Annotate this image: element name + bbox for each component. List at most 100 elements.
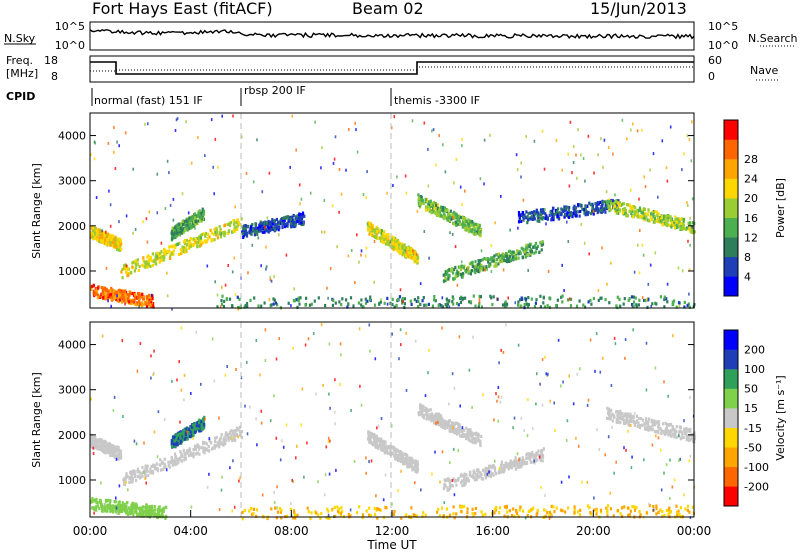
power-cell-2-240 (139, 294, 142, 298)
velocity-cell-2-214 (145, 513, 148, 517)
power-cell-4-240 (301, 215, 304, 219)
power-cell-4-225 (281, 221, 284, 226)
power-cell-1-44 (178, 241, 181, 245)
velocity-cell-1-229 (172, 459, 175, 463)
power-cell-8-178 (558, 211, 561, 215)
power-speck-164 (691, 197, 694, 201)
power-cell-2-137 (122, 294, 125, 298)
power-speck-242 (686, 134, 689, 138)
velocity-cell-1-205 (209, 441, 213, 445)
power-cell-0-154 (98, 232, 101, 236)
power-speck-314 (194, 226, 196, 230)
power-ytick-label-1: 2000 (58, 220, 86, 233)
velocity-cell-2-233 (99, 500, 102, 504)
power-speck-43 (575, 153, 577, 157)
power-cell-5-202 (373, 231, 376, 235)
velocity-cell-3-194 (196, 421, 199, 425)
power-cell-4-141 (270, 225, 273, 230)
power-cell-9-172 (673, 222, 676, 226)
power-cell-8-76 (542, 211, 545, 215)
velocity-cell-4-211 (404, 453, 407, 457)
power-cell-1-80 (201, 241, 204, 245)
velocity-cell-1-244 (140, 472, 143, 476)
power-speck-134 (527, 269, 529, 272)
power-cell-0-232 (92, 232, 95, 236)
power-speck-211 (633, 270, 636, 274)
velocity-cell-2-132 (153, 505, 156, 509)
power-cell-6-175 (466, 223, 469, 227)
power-cell-6-131 (455, 223, 458, 227)
power-cell-6-251 (463, 218, 466, 222)
power-cell-9-198 (612, 202, 615, 206)
power-speck-216 (354, 281, 356, 285)
power-cell-8-225 (574, 210, 577, 214)
power-cell-10-51 (539, 294, 542, 298)
power-cell-9-257 (625, 214, 628, 218)
power-cell-6-233 (438, 208, 441, 212)
power-cell-4-248 (299, 218, 302, 222)
power-cell-8-196 (579, 203, 582, 207)
velocity-cell-6-104 (500, 466, 503, 470)
velocity-cell-4-229 (385, 449, 389, 453)
power-cell-9-174 (628, 209, 631, 213)
power-cell-2-4 (116, 299, 119, 303)
power-cell-6-146 (473, 222, 476, 226)
power-cell-10-181 (637, 303, 640, 307)
velocity-cell-0-239 (119, 456, 122, 460)
velocity-cell-3-193 (172, 442, 175, 446)
velocity-cell-1-87 (211, 447, 214, 451)
power-cell-7-183 (511, 250, 514, 254)
power-cell-10-214 (299, 296, 302, 300)
velocity-cell-1-214 (205, 448, 208, 452)
power-cell-9-85 (638, 208, 642, 212)
power-cell-4-184 (283, 225, 286, 229)
power-speck-160 (247, 271, 249, 275)
power-speck-88 (441, 296, 444, 300)
power-speck-156 (118, 220, 120, 224)
power-cell-6-123 (472, 221, 475, 225)
power-cell-9-52 (682, 221, 685, 225)
power-cell-3-223 (192, 220, 195, 224)
power-cell-9-187 (667, 214, 670, 218)
velocity-cell-2-256 (157, 514, 160, 518)
power-cell-10-227 (523, 303, 526, 307)
power-speck-195 (533, 139, 536, 143)
power-cell-6-249 (479, 230, 482, 234)
power-cell-7-238 (492, 259, 495, 263)
power-speck-103 (688, 292, 690, 296)
power-speck-50 (460, 260, 463, 264)
power-cell-5-243 (378, 228, 381, 232)
velocity-cell-1-211 (198, 447, 201, 451)
power-cell-2-244 (149, 303, 152, 307)
power-cell-4-219 (255, 230, 258, 234)
power-cell-6-231 (477, 223, 480, 227)
velocity-cell-5-116 (471, 440, 474, 444)
velocity-cell-4-256 (401, 456, 404, 460)
velocity-cell-0-225 (90, 438, 93, 443)
power-cell-1-236 (236, 227, 239, 232)
power-cell-4-103 (301, 211, 305, 215)
power-cell-6-12 (468, 224, 471, 229)
power-speck-144 (214, 231, 216, 234)
power-cell-7-13 (485, 267, 488, 271)
power-cell-4-208 (253, 228, 256, 232)
velocity-cell-5-230 (455, 431, 458, 435)
power-cell-8-139 (517, 220, 521, 224)
power-cell-1-162 (145, 262, 148, 266)
power-cell-2-258 (145, 296, 149, 300)
power-cell-1-84 (199, 233, 202, 238)
power-speck-209 (340, 192, 343, 196)
power-cell-5-219 (413, 250, 416, 255)
power-cell-9-116 (692, 221, 695, 225)
power-cell-9-175 (641, 214, 644, 218)
power-cell-7-213 (521, 256, 524, 260)
power-cell-10-144 (369, 295, 372, 299)
velocity-cell-5-203 (466, 433, 469, 437)
power-cell-10-3 (341, 297, 344, 301)
velocity-cell-4-155 (414, 462, 417, 466)
power-cell-2-160 (95, 289, 99, 293)
power-cell-9-252 (626, 203, 629, 207)
velocity-cell-3-250 (185, 427, 188, 431)
power-cell-9-173 (686, 226, 689, 230)
power-cell-10-96 (287, 301, 290, 305)
